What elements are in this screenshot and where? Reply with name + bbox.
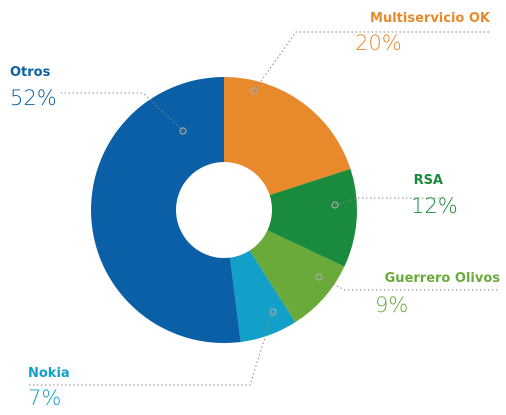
slice [230,250,296,342]
leader-dot [250,87,258,95]
value-label: 20% [355,31,402,55]
category-label: Nokia [28,366,70,381]
leader-dot [269,308,277,316]
category-label: Guerrero Olivos [385,271,501,286]
leader-dot [179,127,187,135]
slice [91,77,241,343]
slice [267,168,357,267]
leader-line [318,276,500,291]
value-label: 9% [375,293,408,317]
value-label: 12% [411,194,458,218]
leader-line [253,31,490,92]
value-label: 52% [10,86,57,110]
category-label: Multiservicio OK [370,11,491,26]
leader-line [334,197,443,206]
category-label: Otros [10,65,51,80]
leader-dot [331,201,339,209]
leader-dot [315,273,323,281]
slice [224,77,351,196]
value-label: 7% [28,386,61,410]
leader-line [28,311,274,386]
category-label: RSA [414,173,443,188]
slice [249,230,345,323]
